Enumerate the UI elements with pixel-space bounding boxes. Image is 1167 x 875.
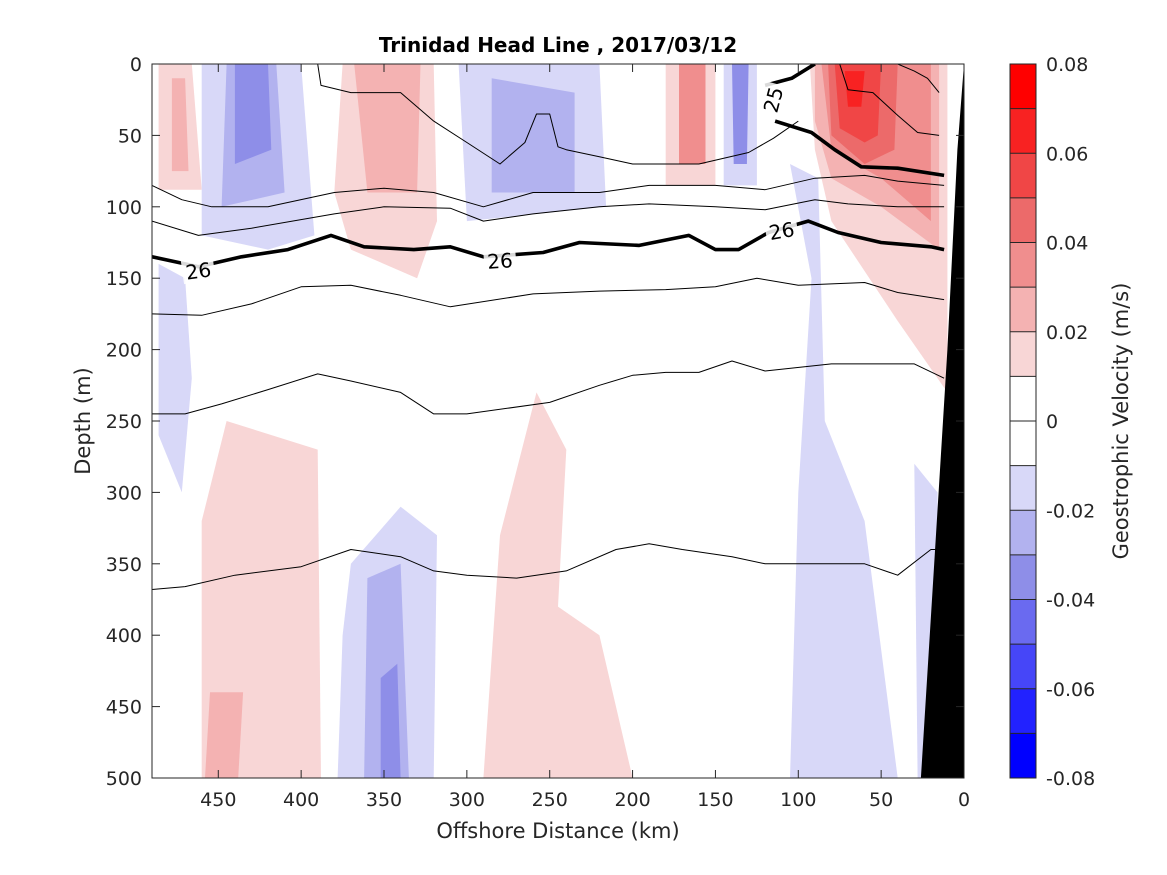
colorbar-label: Geostrophic Velocity (m/s) bbox=[1109, 283, 1133, 560]
colorbar: 0.08 0.06 0.04 0.02 0 -0.02 -0.04 -0.06 -0.08 Ge… bbox=[1009, 54, 1133, 790]
x-tick-label: 350 bbox=[366, 789, 402, 811]
colorbar-ticks: 0.08 0.06 0.04 0.02 0 -0.02 -0.04 -0.06 -0.08 bbox=[1046, 54, 1095, 790]
colorbar-cell bbox=[1010, 644, 1036, 689]
colorbar-cell bbox=[1010, 733, 1036, 778]
contour-label: 26 bbox=[486, 248, 513, 274]
y-tick-label: 350 bbox=[106, 554, 142, 576]
colorbar-tick-label: 0.04 bbox=[1046, 233, 1088, 255]
contour-label-bg bbox=[763, 215, 800, 245]
density-contour-6 bbox=[152, 360, 945, 415]
colorbar-cell bbox=[1010, 331, 1036, 377]
contour-label-bg bbox=[483, 246, 517, 274]
chart-title: Trinidad Head Line , 2017/03/12 bbox=[379, 33, 737, 57]
velocity-region-20 bbox=[158, 263, 192, 493]
colorbar-cell bbox=[1010, 599, 1036, 645]
contour-label: 26 bbox=[767, 217, 796, 245]
y-tick-label: 250 bbox=[106, 411, 142, 433]
x-tick-label: 0 bbox=[958, 789, 970, 811]
contour-label: 26 bbox=[184, 257, 213, 284]
y-tick-label: 300 bbox=[106, 482, 142, 504]
x-tick-label: 300 bbox=[449, 789, 485, 811]
x-tick-label: 200 bbox=[614, 789, 650, 811]
y-tick-label: 500 bbox=[106, 768, 142, 790]
y-tick-label: 0 bbox=[130, 54, 142, 76]
y-tick-label: 450 bbox=[106, 697, 142, 719]
velocity-region-8 bbox=[491, 78, 575, 193]
density-contour-2 bbox=[152, 219, 945, 269]
colorbar-cell bbox=[1010, 554, 1036, 600]
y-tick-label: 400 bbox=[106, 625, 142, 647]
x-tick-label: 100 bbox=[780, 789, 816, 811]
colorbar-cell bbox=[1010, 108, 1036, 154]
colorbar-cell bbox=[1010, 197, 1036, 243]
colorbar-cell bbox=[1010, 465, 1036, 511]
y-axis-ticks: 0 50 100 150 200 250 300 350 400 450 500 bbox=[106, 54, 964, 790]
colorbar-tick-label: 0.08 bbox=[1046, 54, 1088, 76]
colorbar-tick-label: 0.02 bbox=[1046, 322, 1088, 344]
density-contour-8 bbox=[317, 64, 799, 165]
contour-label-bg bbox=[756, 80, 789, 119]
colorbar-cell bbox=[1010, 287, 1036, 332]
colorbar-cells bbox=[1010, 64, 1036, 778]
velocity-region-12 bbox=[732, 64, 749, 164]
velocity-region-22 bbox=[205, 692, 244, 778]
colorbar-tick-label: 0 bbox=[1046, 411, 1058, 433]
colorbar-cell bbox=[1010, 421, 1036, 466]
colorbar-tick-label: -0.04 bbox=[1046, 590, 1095, 612]
colorbar-cell bbox=[1010, 688, 1036, 734]
x-tick-label: 250 bbox=[532, 789, 568, 811]
density-contour-1 bbox=[774, 119, 945, 178]
contour-label-bg bbox=[180, 255, 216, 285]
y-tick-label: 50 bbox=[118, 125, 142, 147]
y-tick-label: 150 bbox=[106, 268, 142, 290]
velocity-region-26 bbox=[483, 392, 633, 778]
x-tick-label: 50 bbox=[869, 789, 893, 811]
x-axis-ticks: 450 400 350 300 250 200 150 100 50 0 bbox=[200, 64, 970, 811]
velocity-region-21 bbox=[201, 421, 321, 778]
density-contour-7 bbox=[152, 543, 945, 590]
colorbar-cell bbox=[1010, 376, 1036, 421]
colorbar-cell bbox=[1010, 242, 1036, 288]
density-contour-3 bbox=[152, 174, 945, 208]
y-tick-label: 200 bbox=[106, 340, 142, 362]
velocity-region-10 bbox=[679, 64, 706, 164]
colorbar-tick-label: -0.06 bbox=[1046, 679, 1095, 701]
density-contour-0 bbox=[764, 64, 816, 88]
y-axis-label: Depth (m) bbox=[71, 367, 95, 474]
colorbar-tick-label: 0.06 bbox=[1046, 143, 1088, 165]
x-tick-label: 150 bbox=[697, 789, 733, 811]
y-tick-label: 100 bbox=[106, 197, 142, 219]
density-contour-10 bbox=[897, 64, 940, 93]
x-axis-label: Offshore Distance (km) bbox=[436, 819, 679, 843]
velocity-region-6 bbox=[354, 64, 421, 193]
colorbar-cell bbox=[1010, 153, 1036, 198]
colorbar-tick-label: -0.08 bbox=[1046, 768, 1095, 790]
velocity-region-27 bbox=[851, 592, 878, 778]
bathymetry-shape bbox=[920, 64, 964, 778]
density-contour-5 bbox=[152, 277, 945, 316]
colorbar-cell bbox=[1010, 510, 1036, 555]
velocity-region-18 bbox=[844, 71, 865, 107]
velocity-region-25 bbox=[380, 663, 401, 778]
colorbar-cell bbox=[1010, 64, 1036, 109]
x-tick-label: 450 bbox=[200, 789, 236, 811]
velocity-regions bbox=[158, 64, 948, 778]
velocity-region-4 bbox=[234, 64, 272, 164]
density-contour-9 bbox=[839, 64, 940, 136]
colorbar-frame bbox=[1009, 63, 1037, 779]
density-contours bbox=[152, 64, 945, 590]
velocity-region-1 bbox=[171, 78, 189, 172]
x-tick-label: 400 bbox=[283, 789, 319, 811]
colorbar-tick-label: -0.02 bbox=[1046, 500, 1095, 522]
density-contour-4 bbox=[152, 199, 945, 236]
